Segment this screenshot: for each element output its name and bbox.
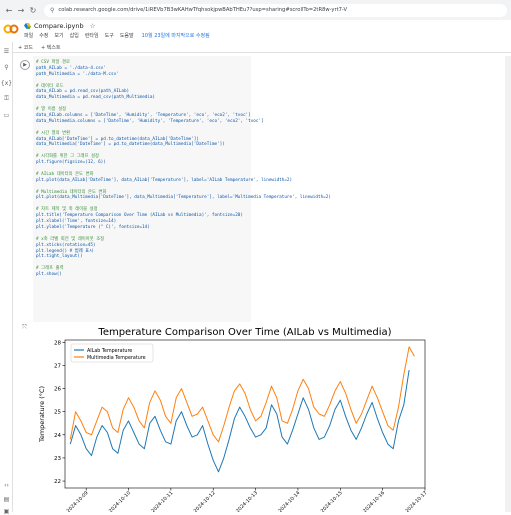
x-tick-label: 2024-10-17 bbox=[404, 490, 428, 512]
code-line: path_AILab = './data-4.csv' bbox=[36, 65, 106, 71]
add-code-button[interactable]: + 코드 bbox=[18, 44, 33, 51]
x-tick-label: 2024-10-13 bbox=[235, 490, 259, 512]
drive-icon bbox=[24, 23, 31, 29]
x-tick-label: 2024-10-10 bbox=[108, 490, 132, 512]
notebook-scrollbar[interactable] bbox=[505, 56, 511, 512]
star-icon[interactable]: ☆ bbox=[89, 22, 96, 30]
plot-frame bbox=[64, 339, 426, 489]
code-cell[interactable]: # CSV 파일 경로 path_AILab = './data-4.csv' pa… bbox=[33, 56, 331, 322]
code-line: # 그래프 출력 bbox=[36, 266, 64, 272]
code-line: data_AILab.columns = ['DateTime', 'Humid… bbox=[36, 113, 251, 119]
chart-output: Temperature Comparison Over Time (AILab … bbox=[33, 324, 463, 512]
code-line: # 열 이름 설정 bbox=[36, 107, 67, 113]
y-tick-label: 23 bbox=[54, 456, 61, 462]
code-line: plt.figure(figsize=(12, 6)) bbox=[36, 160, 106, 166]
series-line-multimedia bbox=[69, 346, 415, 443]
run-cell-button[interactable]: ▶ bbox=[20, 60, 30, 70]
y-axis-label: Temperature (°C) bbox=[38, 386, 46, 443]
add-text-button[interactable]: + 텍스트 bbox=[40, 44, 61, 51]
back-button[interactable]: ← bbox=[5, 5, 13, 15]
code-line: plt.plot(data_Multimedia['DateTime'], da… bbox=[36, 195, 331, 201]
code-line: data_Multimedia['DateTime'] = pd.to_date… bbox=[36, 142, 225, 148]
code-line: # 차트 제목 및 축 레이블 설정 bbox=[36, 207, 98, 213]
x-tick-label: 2024-10-16 bbox=[362, 490, 386, 512]
colab-logo-icon bbox=[3, 24, 19, 34]
code-line: plt.title('Temperature Comparison Over T… bbox=[36, 213, 243, 219]
chart-title: Temperature Comparison Over Time (AILab … bbox=[97, 327, 391, 338]
code-line: # x축 라벨 회전 및 레이아웃 조정 bbox=[36, 236, 105, 242]
reload-button[interactable]: ↻ bbox=[29, 5, 37, 15]
menu-help[interactable]: 도움말 bbox=[119, 33, 134, 39]
menu-edit[interactable]: 수정 bbox=[39, 33, 49, 39]
cell-gutter: ▶ bbox=[14, 56, 34, 326]
variables-icon[interactable]: {x} bbox=[0, 79, 13, 87]
code-line: # CSV 파일 경로 bbox=[36, 60, 70, 65]
table-of-contents-icon[interactable]: ☰ bbox=[3, 47, 10, 55]
code-line: plt.xticks(rotation=45) bbox=[36, 242, 96, 248]
y-tick-label: 24 bbox=[54, 433, 61, 439]
output-actions-icon[interactable]: ⤧ bbox=[22, 324, 27, 331]
menu-runtime[interactable]: 런타임 bbox=[84, 33, 99, 39]
code-snippets-icon[interactable]: ‹› bbox=[4, 482, 9, 489]
x-tick-label: 2024-10-09 bbox=[66, 490, 90, 512]
legend-label: AILab Temperature bbox=[87, 348, 132, 354]
y-tick-label: 27 bbox=[54, 363, 61, 369]
legend-label: Multimedia Temperature bbox=[87, 355, 146, 361]
code-line: plt.tight_layout() bbox=[36, 254, 83, 260]
code-line: data_Multimedia = pd.read_csv(path_Multi… bbox=[36, 95, 155, 101]
menu-view[interactable]: 보기 bbox=[54, 33, 64, 39]
code-line: plt.xlabel('Time', fontsize=14) bbox=[36, 219, 117, 225]
y-tick-label: 22 bbox=[54, 479, 61, 485]
code-line: plt.show() bbox=[36, 272, 62, 278]
menu-bar: 파일 수정 보기 삽입 런타임 도구 도움말 10월 23일에 마지막으로 수정… bbox=[24, 32, 216, 39]
forward-button[interactable]: → bbox=[17, 5, 25, 15]
code-line: plt.ylabel('Temperature (° C)', fontsize… bbox=[36, 224, 150, 230]
y-tick-label: 28 bbox=[54, 340, 61, 346]
browser-toolbar: ← → ↻ ⚲ colab.research.google.com/drive/… bbox=[0, 0, 511, 20]
menu-file[interactable]: 파일 bbox=[24, 33, 34, 39]
y-tick-label: 25 bbox=[54, 410, 61, 416]
code-line: # 시간 열의 변환 bbox=[36, 130, 71, 136]
x-tick-label: 2024-10-11 bbox=[150, 490, 174, 512]
key-icon[interactable]: ⚿ bbox=[4, 95, 9, 102]
code-line: # 데이터 로드 bbox=[36, 83, 64, 89]
x-tick-label: 2024-10-12 bbox=[193, 490, 217, 512]
menu-tools[interactable]: 도구 bbox=[104, 33, 114, 39]
folder-icon[interactable]: ▭ bbox=[3, 111, 10, 119]
x-tick-label: 2024-10-15 bbox=[320, 490, 344, 512]
x-tick-label: 2024-10-14 bbox=[277, 490, 301, 512]
colab-header: Compare.ipynb ☆ 파일 수정 보기 삽입 런타임 도구 도움말 1… bbox=[0, 20, 511, 42]
code-line: # AILab 데이터의 온도 변화 bbox=[36, 171, 94, 177]
legend-box bbox=[70, 343, 154, 363]
notebook-toolbar: + 코드 + 텍스트 bbox=[0, 42, 511, 53]
site-info-icon[interactable]: ⚲ bbox=[50, 6, 55, 14]
y-tick-label: 26 bbox=[54, 387, 61, 393]
notebook-title[interactable]: Compare.ipynb bbox=[34, 22, 84, 30]
code-line: # Multimedia 데이터의 온도 변화 bbox=[36, 189, 107, 195]
command-palette-icon[interactable]: ▤ bbox=[3, 496, 10, 503]
search-icon[interactable]: ⚲ bbox=[4, 63, 9, 71]
left-sidebar: ☰ ⚲ {x} ⚿ ▭ ‹› ▤ ▣ bbox=[0, 42, 13, 515]
code-line: data_AILab['DateTime'] = pd.to_datetime(… bbox=[36, 136, 199, 142]
code-line: data_Multimedia.columns = ['DateTime', '… bbox=[36, 118, 264, 124]
temperature-chart: Temperature Comparison Over Time (AILab … bbox=[38, 327, 428, 512]
code-line: plt.plot(data_AILab['DateTime'], data_AI… bbox=[36, 177, 293, 183]
last-saved-link[interactable]: 10월 23일에 마지막으로 수정됨 bbox=[141, 33, 210, 39]
code-line: data_AILab = pd.read_csv(path_AILab) bbox=[36, 89, 130, 95]
address-bar[interactable]: ⚲ colab.research.google.com/drive/1iREVb… bbox=[44, 3, 507, 17]
menu-insert[interactable]: 삽입 bbox=[69, 33, 79, 39]
code-line: path_Multimedia = './data-M.csv' bbox=[36, 71, 119, 77]
series-line-ailab bbox=[69, 370, 410, 473]
code-line: plt.legend() # 범례 표시 bbox=[36, 248, 94, 254]
url-text: colab.research.google.com/drive/1iREVb7B… bbox=[58, 7, 348, 13]
code-line: # 시각화를 위한 그 그래프 설정 bbox=[36, 154, 99, 160]
